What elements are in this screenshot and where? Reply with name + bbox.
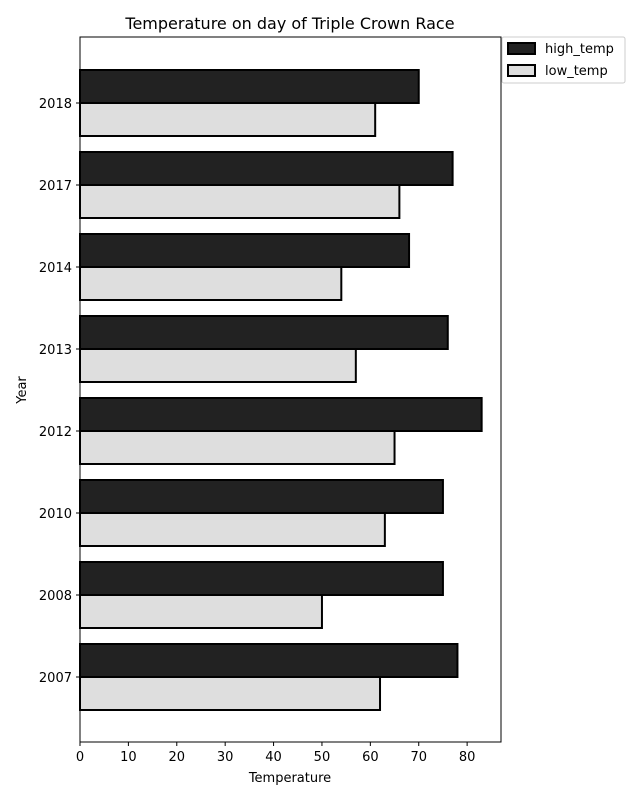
y-axis-label: Year xyxy=(15,376,30,405)
chart-title: Temperature on day of Triple Crown Race xyxy=(124,14,454,33)
bar-low-temp-2007 xyxy=(79,676,382,711)
legend-swatch-high-temp xyxy=(507,42,536,55)
bar-high-temp-2017 xyxy=(79,151,454,186)
x-tick-label-10: 10 xyxy=(120,750,137,765)
bar-high-temp-2010 xyxy=(79,479,444,514)
x-tick-label-80: 80 xyxy=(459,750,476,765)
x-axis: 0 10 20 30 40 50 60 70 80 xyxy=(76,742,476,765)
x-tick-label-40: 40 xyxy=(265,750,282,765)
bar-high-temp-2018 xyxy=(79,69,420,104)
x-tick-label-20: 20 xyxy=(169,750,186,765)
y-tick-label-2008: 2008 xyxy=(39,589,72,604)
y-tick-label-2013: 2013 xyxy=(39,343,72,358)
y-axis: 2007 2008 2010 2012 2013 2014 2017 2018 xyxy=(39,97,80,686)
bar-high-temp-2008 xyxy=(79,561,444,596)
plot-frame xyxy=(79,36,502,743)
bar-low-temp-2010 xyxy=(79,512,386,547)
x-axis-label: Temperature xyxy=(248,771,331,786)
x-tick-label-50: 50 xyxy=(314,750,331,765)
y-tick-label-2010: 2010 xyxy=(39,507,72,522)
y-tick-label-2014: 2014 xyxy=(39,261,72,276)
bar-low-temp-2018 xyxy=(79,102,377,137)
bar-high-temp-2007 xyxy=(79,643,459,678)
bar-low-temp-2014 xyxy=(79,266,343,301)
x-tick-label-70: 70 xyxy=(410,750,427,765)
y-tick-label-2012: 2012 xyxy=(39,425,72,440)
legend-label-low-temp: low_temp xyxy=(545,64,608,79)
legend-label-high-temp: high_temp xyxy=(545,42,614,57)
bar-high-temp-2014 xyxy=(79,233,411,268)
legend: high_temp low_temp xyxy=(501,36,626,84)
y-tick-label-2017: 2017 xyxy=(39,179,72,194)
bar-low-temp-2012 xyxy=(79,430,396,465)
bars-layer xyxy=(79,69,483,711)
legend-swatch-low-temp xyxy=(507,64,536,77)
x-tick-label-60: 60 xyxy=(362,750,379,765)
bar-low-temp-2013 xyxy=(79,348,357,383)
bar-low-temp-2008 xyxy=(79,594,323,629)
bar-low-temp-2017 xyxy=(79,184,401,219)
y-tick-label-2018: 2018 xyxy=(39,97,72,112)
y-tick-label-2007: 2007 xyxy=(39,671,72,686)
bar-high-temp-2013 xyxy=(79,315,449,350)
x-tick-label-0: 0 xyxy=(76,750,84,765)
x-tick-label-30: 30 xyxy=(217,750,234,765)
bar-high-temp-2012 xyxy=(79,397,483,432)
